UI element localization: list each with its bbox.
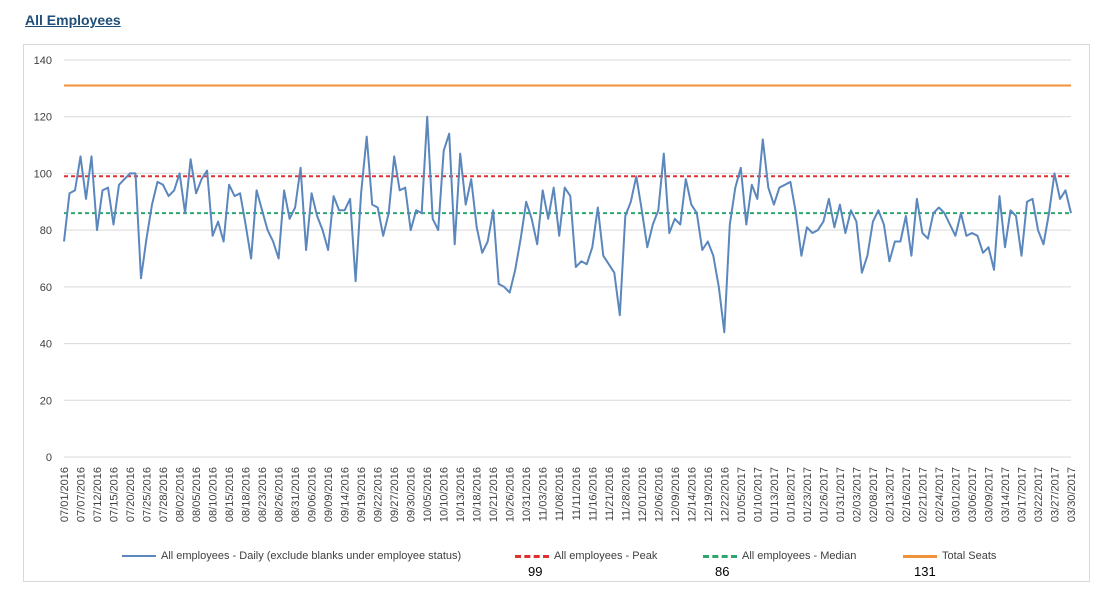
peak-value: 99 — [528, 564, 543, 579]
daily-series-line — [63, 115, 1072, 334]
x-tick-label: 10/13/2016 — [455, 467, 467, 522]
x-tick-label: 01/18/2017 — [785, 467, 797, 522]
x-tick-label: 08/26/2016 — [274, 467, 286, 522]
x-tick-label: 03/14/2017 — [1000, 467, 1012, 522]
x-tick-label: 12/06/2016 — [653, 467, 665, 522]
x-tick-label: 03/06/2017 — [967, 467, 979, 522]
x-tick-label: 12/09/2016 — [670, 467, 682, 522]
x-tick-label: 10/18/2016 — [472, 467, 484, 522]
x-tick-label: 02/03/2017 — [851, 467, 863, 522]
y-tick-label-0: 0 — [46, 452, 52, 464]
x-tick-label: 12/19/2016 — [703, 467, 715, 522]
y-tick-label-40: 40 — [40, 339, 52, 351]
x-axis-ticks: 07/01/2016 07/07/2016 07/12/2016 07/15/2016… — [59, 467, 1078, 522]
x-tick-label: 03/30/2017 — [1066, 467, 1078, 522]
x-tick-label: 01/10/2017 — [752, 467, 764, 522]
x-tick-label: 10/26/2016 — [505, 467, 517, 522]
x-tick-label: 08/10/2016 — [208, 467, 220, 522]
x-tick-label: 07/12/2016 — [92, 467, 104, 522]
x-tick-label: 10/31/2016 — [521, 467, 533, 522]
x-tick-label: 10/21/2016 — [488, 467, 500, 522]
x-tick-label: 12/22/2016 — [719, 467, 731, 522]
y-tick-label-120: 120 — [34, 112, 52, 124]
x-tick-label: 09/27/2016 — [389, 467, 401, 522]
x-tick-label: 03/27/2017 — [1050, 467, 1062, 522]
legend: All employees - Daily (exclude blanks un… — [0, 548, 1111, 588]
x-tick-label: 07/20/2016 — [125, 467, 137, 522]
legend-swatch-median — [703, 554, 737, 558]
x-tick-label: 07/28/2016 — [158, 467, 170, 522]
x-tick-label: 12/14/2016 — [686, 467, 698, 522]
total-seats-value: 131 — [914, 564, 936, 579]
x-tick-label: 12/01/2016 — [637, 467, 649, 522]
legend-label-peak: All employees - Peak — [554, 550, 658, 562]
x-tick-label: 10/05/2016 — [422, 467, 434, 522]
x-tick-label: 02/13/2017 — [884, 467, 896, 522]
x-tick-label: 08/23/2016 — [257, 467, 269, 522]
y-tick-label-100: 100 — [34, 168, 52, 180]
reference-lines — [64, 84, 1071, 215]
legend-item-total: Total Seats — [903, 548, 996, 564]
legend-item-peak: All employees - Peak — [515, 548, 657, 564]
x-tick-label: 07/07/2016 — [76, 467, 88, 522]
x-tick-label: 11/16/2016 — [587, 467, 599, 521]
x-tick-label: 02/08/2017 — [868, 467, 880, 522]
x-tick-label: 09/06/2016 — [307, 467, 319, 522]
x-tick-label: 07/01/2016 — [59, 467, 71, 522]
x-tick-label: 03/09/2017 — [984, 467, 996, 522]
x-tick-label: 11/08/2016 — [554, 467, 566, 521]
x-tick-label: 01/31/2017 — [835, 467, 847, 522]
x-tick-label: 01/13/2017 — [769, 467, 781, 522]
x-tick-label: 03/22/2017 — [1033, 467, 1045, 522]
x-tick-label: 02/21/2017 — [917, 467, 929, 522]
x-tick-label: 03/17/2017 — [1017, 467, 1029, 522]
legend-item-daily: All employees - Daily (exclude blanks un… — [122, 548, 461, 564]
median-value: 86 — [715, 564, 730, 579]
legend-swatch-daily — [122, 555, 156, 557]
x-tick-label: 09/30/2016 — [406, 467, 418, 522]
x-tick-label: 01/23/2017 — [802, 467, 814, 522]
legend-label-total: Total Seats — [942, 550, 997, 562]
x-tick-label: 01/05/2017 — [736, 467, 748, 522]
y-tick-label-60: 60 — [40, 282, 52, 294]
x-tick-label: 08/15/2016 — [224, 467, 236, 522]
x-tick-label: 11/28/2016 — [620, 467, 632, 521]
x-tick-label: 08/05/2016 — [191, 467, 203, 522]
x-tick-label: 02/16/2017 — [901, 467, 913, 522]
gridlines — [64, 59, 1071, 458]
x-tick-label: 08/02/2016 — [175, 467, 187, 522]
x-tick-label: 07/25/2016 — [142, 467, 154, 522]
x-tick-label: 07/15/2016 — [109, 467, 121, 522]
x-tick-label: 11/03/2016 — [538, 467, 550, 521]
y-tick-label-20: 20 — [40, 395, 52, 407]
legend-swatch-total — [903, 554, 937, 558]
x-tick-label: 03/01/2017 — [950, 467, 962, 522]
x-tick-label: 08/18/2016 — [241, 467, 253, 522]
y-axis-ticks: 0 20 40 60 80 100 120 140 — [34, 55, 52, 464]
chart-frame: 0 20 40 60 80 100 120 140 07/01/2016 07/07/2016 0… — [23, 44, 1090, 582]
x-tick-label: 11/11/2016 — [571, 467, 583, 520]
x-tick-label: 09/14/2016 — [340, 467, 352, 522]
y-tick-label-140: 140 — [34, 55, 52, 67]
x-tick-label: 09/09/2016 — [323, 467, 335, 522]
x-tick-label: 10/10/2016 — [439, 467, 451, 522]
page-title-link[interactable]: All Employees — [25, 12, 121, 28]
x-tick-label: 09/22/2016 — [373, 467, 385, 522]
legend-label-daily: All employees - Daily (exclude blanks un… — [161, 550, 462, 562]
x-tick-label: 08/31/2016 — [290, 467, 302, 522]
daily-series — [63, 115, 1072, 334]
y-tick-label-80: 80 — [40, 225, 52, 237]
legend-label-median: All employees - Median — [742, 550, 857, 562]
x-tick-label: 09/19/2016 — [356, 467, 368, 522]
legend-swatch-peak — [515, 554, 549, 558]
legend-item-median: All employees - Median — [703, 548, 856, 564]
x-tick-label: 01/26/2017 — [818, 467, 830, 522]
x-tick-label: 02/24/2017 — [934, 467, 946, 522]
x-tick-label: 11/21/2016 — [604, 467, 616, 521]
